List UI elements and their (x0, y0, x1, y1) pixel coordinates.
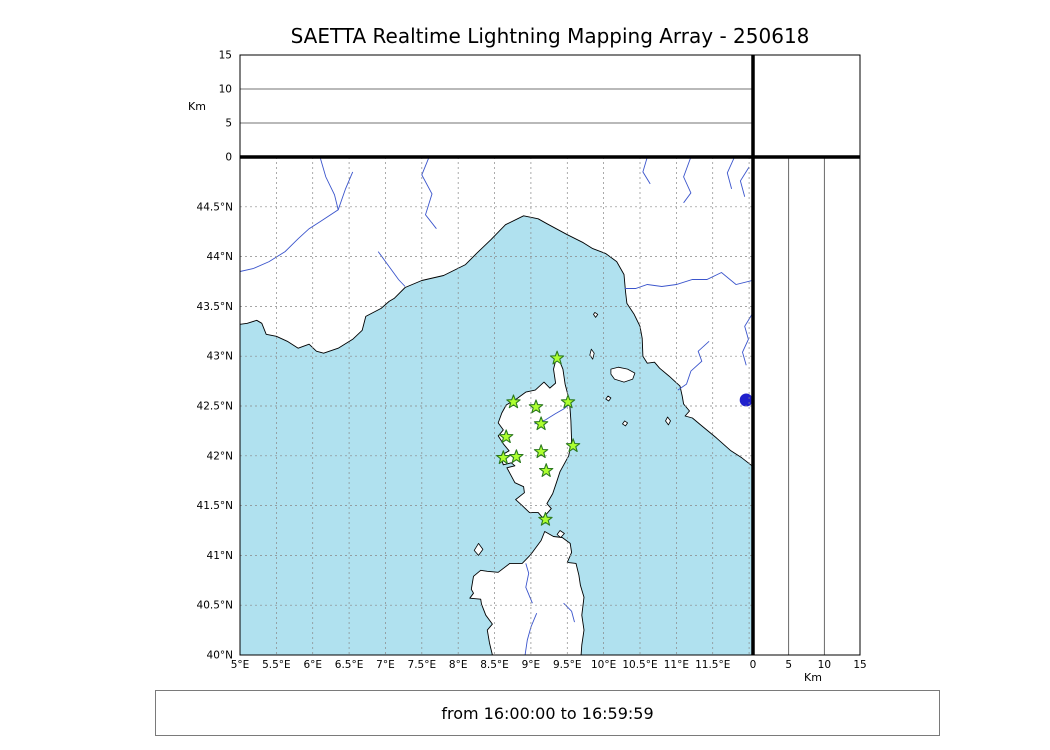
alt-tick-label: 5 (225, 118, 232, 130)
time-range-text: from 16:00:00 to 16:59:59 (441, 703, 654, 723)
lat-tick-label: 44°N (207, 251, 233, 263)
lat-tick-label: 40.5°N (197, 600, 233, 612)
lma-station-marker (496, 450, 511, 465)
river-line (563, 602, 575, 623)
lon-tick-label: 10.5°E (622, 659, 657, 671)
river-line (739, 166, 750, 197)
lon-tick-label: 6.5°E (335, 659, 364, 671)
alt-tick-label: 15 (853, 659, 866, 671)
alt-axis-unit-left: Km (188, 100, 206, 113)
lma-station-marker (533, 416, 549, 431)
alt-tick-label: 0 (750, 659, 757, 671)
river-line (677, 340, 710, 391)
lat-tick-label: 41°N (207, 550, 233, 562)
coast-island (556, 530, 565, 538)
river-line (683, 157, 692, 204)
lma-station-marker (506, 394, 521, 409)
lma-station-marker (538, 511, 553, 526)
lon-tick-label: 7°E (376, 659, 395, 671)
panel-corner-box (752, 54, 861, 158)
river-line (525, 563, 533, 604)
alt-tick-label: 5 (785, 659, 792, 671)
river-line (726, 157, 735, 190)
alt-axis-unit-bottom: Km (804, 671, 822, 684)
figure-title: SAETTA Realtime Lightning Mapping Array … (290, 24, 810, 48)
alt-tick-label: 10 (818, 659, 831, 671)
time-range-box: from 16:00:00 to 16:59:59 (155, 690, 940, 736)
coast-island (610, 366, 636, 383)
coast-island (473, 543, 484, 556)
coast-corsica (497, 354, 573, 519)
river-line (377, 251, 406, 287)
coast-island (622, 420, 628, 427)
lon-tick-label: 5°E (231, 659, 250, 671)
lake-marker (739, 393, 752, 407)
lon-tick-label: 11°E (664, 659, 689, 671)
panel-alt-vs-lat (752, 156, 861, 656)
lma-station-marker (528, 399, 544, 414)
river-line (642, 157, 651, 185)
alt-tick-label: 10 (219, 84, 232, 96)
lon-tick-label: 9.5°E (553, 659, 582, 671)
lma-station-marker (549, 350, 565, 365)
lma-station-marker (565, 438, 581, 453)
river-line (624, 271, 752, 289)
coast-sardinia (469, 531, 585, 655)
alt-tick-label: 15 (219, 50, 232, 62)
lon-tick-label: 7.5°E (408, 659, 437, 671)
lon-tick-label: 10°E (591, 659, 616, 671)
lon-tick-label: 8.5°E (480, 659, 509, 671)
lon-tick-label: 11.5°E (695, 659, 730, 671)
lon-tick-label: 6°E (303, 659, 322, 671)
lat-tick-label: 42°N (207, 450, 233, 462)
lat-tick-label: 40°N (207, 650, 233, 662)
river-line (421, 157, 437, 229)
lma-station-marker (533, 444, 549, 459)
map-area (240, 157, 752, 655)
lat-tick-label: 41.5°N (197, 500, 233, 512)
river-line (524, 613, 538, 655)
river-line (337, 171, 354, 210)
lma-station-marker (560, 394, 576, 409)
lat-tick-label: 42.5°N (197, 401, 233, 413)
coast-island (665, 416, 671, 426)
lon-tick-label: 5.5°E (262, 659, 291, 671)
lat-tick-label: 43°N (207, 351, 233, 363)
coast-mainland (240, 157, 752, 467)
river-line (742, 314, 752, 366)
alt-tick-label: 0 (225, 152, 232, 164)
lat-tick-label: 44.5°N (197, 201, 233, 213)
coast-island (593, 312, 599, 318)
lon-tick-label: 8°E (449, 659, 468, 671)
coast-island (605, 395, 612, 402)
lat-tick-label: 43.5°N (197, 301, 233, 313)
lma-station-marker (509, 449, 524, 464)
map-gridlines (240, 157, 752, 655)
panel-alt-vs-lon (239, 54, 753, 158)
lma-station-marker (538, 463, 554, 477)
coast-island (589, 348, 595, 360)
lon-tick-label: 9°E (522, 659, 541, 671)
lma-station-marker (498, 429, 514, 444)
river-line (240, 157, 339, 272)
